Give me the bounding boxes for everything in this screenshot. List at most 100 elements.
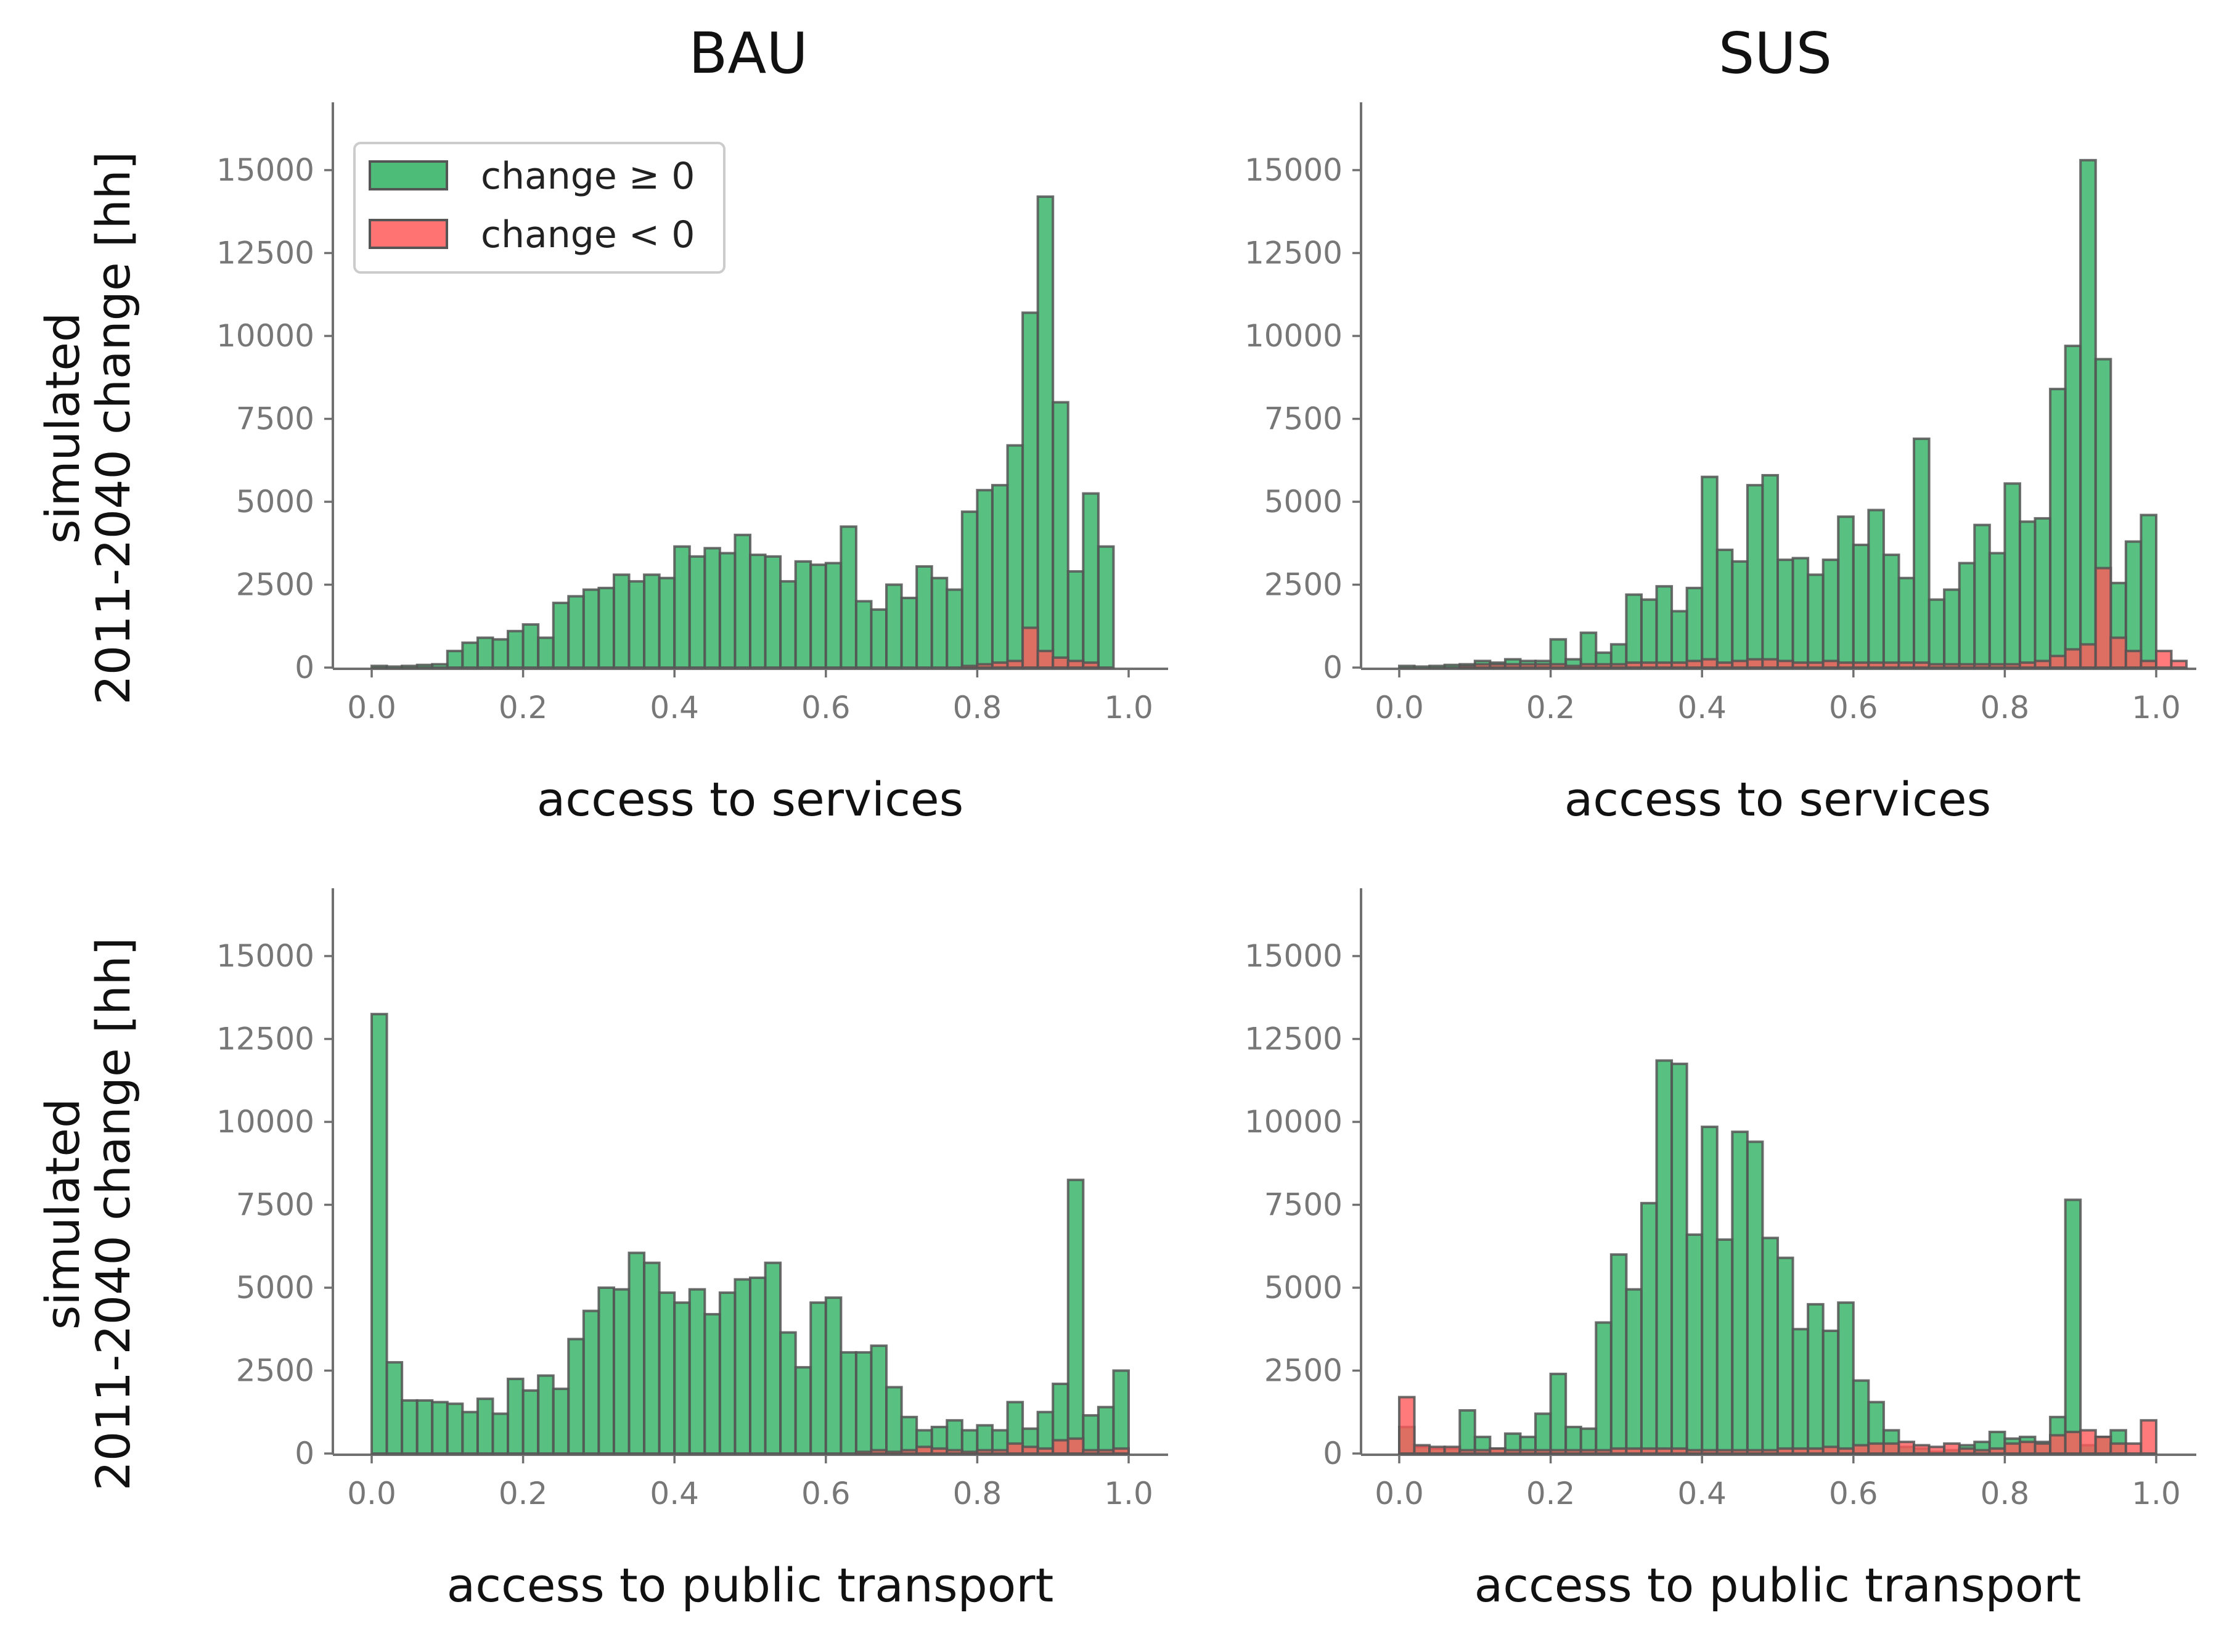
- y-tick-label: 5000: [1264, 1270, 1343, 1306]
- bar-change-nonnegative: [1715, 549, 1734, 669]
- bar-change-negative: [1006, 660, 1024, 669]
- x-tick-label: 0.2: [1526, 690, 1576, 726]
- x-tick-label: 0.8: [1981, 690, 2030, 726]
- bar-change-nonnegative: [461, 1410, 479, 1455]
- bar-change-negative: [2094, 566, 2112, 669]
- bar-change-negative: [1534, 1449, 1552, 1455]
- x-tick-label: 1.0: [1104, 1476, 1153, 1511]
- bar-change-nonnegative: [1082, 1414, 1100, 1455]
- bar-change-negative: [1640, 661, 1658, 669]
- bar-change-negative: [1837, 661, 1855, 669]
- x-tick-label: 1.0: [2132, 690, 2181, 726]
- bar-change-negative: [1052, 1439, 1069, 1455]
- bar-change-negative: [1503, 1449, 1522, 1455]
- bar-change-negative: [1066, 1437, 1085, 1455]
- bar-change-negative: [2155, 650, 2173, 669]
- bar-change-negative: [1413, 1444, 1431, 1455]
- bar-change-nonnegative: [537, 1374, 555, 1455]
- bar-change-nonnegative: [1897, 576, 1916, 669]
- bar-change-negative: [1746, 658, 1764, 669]
- bar-change-negative: [1609, 663, 1628, 669]
- bar-change-negative: [1519, 663, 1537, 669]
- bar-change-negative: [1549, 663, 1568, 669]
- bar-change-negative: [1579, 663, 1598, 669]
- bar-change-nonnegative: [597, 1286, 615, 1455]
- bar-change-negative: [2109, 1442, 2127, 1455]
- bar-change-negative: [1625, 1447, 1643, 1455]
- column-title-sus: SUS: [1719, 20, 1832, 86]
- bar-change-nonnegative: [673, 1301, 691, 1455]
- bar-change-nonnegative: [1852, 1379, 1870, 1455]
- x-axis-label: access to public transport: [1474, 1558, 2082, 1613]
- bar-change-nonnegative: [415, 1399, 434, 1455]
- bar-change-negative: [1882, 1442, 1900, 1455]
- bar-change-nonnegative: [431, 663, 449, 669]
- bar-change-negative: [1913, 661, 1931, 669]
- bar-change-nonnegative: [1701, 475, 1719, 669]
- bar-change-nonnegative: [461, 641, 479, 669]
- bar-change-nonnegative: [960, 1429, 979, 1455]
- bar-change-nonnegative: [779, 580, 797, 669]
- bar-change-nonnegative: [688, 1288, 706, 1455]
- bar-change-negative: [1973, 1449, 1991, 1455]
- bar-change-nonnegative: [946, 1419, 963, 1455]
- bar-change-nonnegative: [1867, 509, 1885, 669]
- bar-change-negative: [1776, 660, 1794, 669]
- bar-change-nonnegative: [915, 565, 933, 669]
- bar-change-negative: [1761, 1449, 1779, 1455]
- bar-change-negative: [1066, 660, 1085, 669]
- bar-change-negative: [1473, 1449, 1492, 1455]
- bar-change-nonnegative: [1097, 545, 1115, 669]
- bar-change-negative: [960, 1450, 979, 1455]
- legend-swatch-positive: [369, 160, 448, 190]
- bar-change-negative: [1701, 1449, 1719, 1455]
- bar-change-nonnegative: [1821, 1329, 1840, 1455]
- bar-change-nonnegative: [824, 562, 843, 669]
- bar-change-nonnegative: [1066, 1179, 1085, 1455]
- y-tick-label: 0: [1323, 1436, 1343, 1471]
- bar-change-nonnegative: [1988, 552, 2006, 669]
- bar-change-nonnegative: [673, 545, 691, 669]
- bar-change-nonnegative: [1036, 1410, 1055, 1455]
- bar-change-negative: [1821, 660, 1840, 669]
- bar-change-nonnegative: [446, 650, 464, 669]
- bar-change-negative: [1655, 661, 1674, 669]
- bar-change-nonnegative: [2140, 513, 2157, 669]
- bar-change-negative: [1852, 661, 1870, 669]
- y-tick-label: 5000: [236, 1270, 314, 1306]
- bar-change-negative: [870, 1449, 888, 1455]
- bar-change-nonnegative: [1655, 1059, 1674, 1455]
- bar-change-nonnegative: [870, 1344, 888, 1455]
- bar-change-negative: [1731, 660, 1749, 669]
- bar-change-negative: [1489, 663, 1507, 669]
- y-tick-label: 7500: [1264, 1187, 1343, 1223]
- y-axis-label-line2: 2011-2040 change [hh]: [86, 152, 141, 705]
- panel-sus-public-transport: 0 2500 5000 7500 10000 12500 15000 0.0 0.2 0.4 0.6…: [1245, 888, 2196, 1613]
- bar-change-nonnegative: [1776, 1256, 1794, 1455]
- bar-change-nonnegative: [1534, 1412, 1552, 1455]
- bar-change-negative: [1503, 663, 1522, 669]
- x-tick-label: 0.4: [650, 690, 699, 726]
- bar-change-negative: [1897, 661, 1916, 669]
- bar-change-nonnegative: [628, 1251, 646, 1455]
- bar-change-negative: [2064, 1431, 2082, 1455]
- bar-change-negative: [1082, 661, 1100, 669]
- bar-change-nonnegative: [1625, 1288, 1643, 1455]
- bar-change-nonnegative: [764, 1261, 782, 1455]
- bar-change-nonnegative: [749, 1276, 767, 1455]
- bar-change-nonnegative: [1746, 484, 1764, 669]
- bar-change-negative: [1867, 1442, 1885, 1455]
- bar-change-nonnegative: [885, 1386, 903, 1455]
- bar-change-nonnegative: [1595, 1321, 1613, 1455]
- bar-change-negative: [1973, 663, 1991, 669]
- bar-change-nonnegative: [1776, 558, 1794, 669]
- bar-change-negative: [1006, 1442, 1024, 1455]
- bar-change-nonnegative: [507, 629, 525, 669]
- bar-change-nonnegative: [1082, 492, 1100, 669]
- y-axis-label-line1: simulated: [35, 313, 90, 544]
- bar-change-nonnegative: [370, 1013, 388, 1455]
- bar-change-nonnegative: [612, 573, 631, 669]
- bar-change-negative: [1428, 1446, 1446, 1455]
- bar-change-nonnegative: [734, 533, 751, 669]
